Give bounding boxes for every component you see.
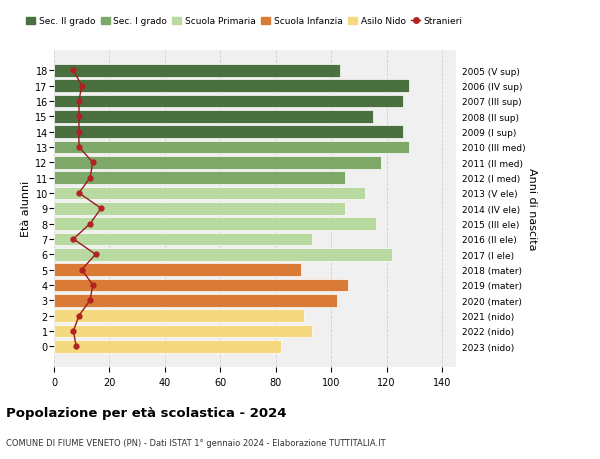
Bar	[54, 141, 409, 154]
Bar	[54, 310, 304, 322]
Bar	[54, 126, 403, 139]
Bar	[54, 279, 348, 291]
Bar	[54, 264, 301, 276]
Bar	[54, 233, 312, 246]
Bar	[54, 340, 281, 353]
Bar	[54, 65, 340, 78]
Bar	[54, 157, 381, 169]
Bar	[54, 294, 337, 307]
Legend: Sec. II grado, Sec. I grado, Scuola Primaria, Scuola Infanzia, Asilo Nido, Stran: Sec. II grado, Sec. I grado, Scuola Prim…	[22, 14, 466, 30]
Bar	[54, 95, 403, 108]
Bar	[54, 248, 392, 261]
Bar	[54, 218, 376, 230]
Y-axis label: Anni di nascita: Anni di nascita	[527, 168, 537, 250]
Bar	[54, 187, 365, 200]
Bar	[54, 202, 345, 215]
Bar	[54, 80, 409, 93]
Text: COMUNE DI FIUME VENETO (PN) - Dati ISTAT 1° gennaio 2024 - Elaborazione TUTTITAL: COMUNE DI FIUME VENETO (PN) - Dati ISTAT…	[6, 438, 386, 448]
Bar	[54, 325, 312, 337]
Text: Popolazione per età scolastica - 2024: Popolazione per età scolastica - 2024	[6, 406, 287, 419]
Bar	[54, 111, 373, 123]
Y-axis label: Età alunni: Età alunni	[21, 181, 31, 237]
Bar	[54, 172, 345, 185]
